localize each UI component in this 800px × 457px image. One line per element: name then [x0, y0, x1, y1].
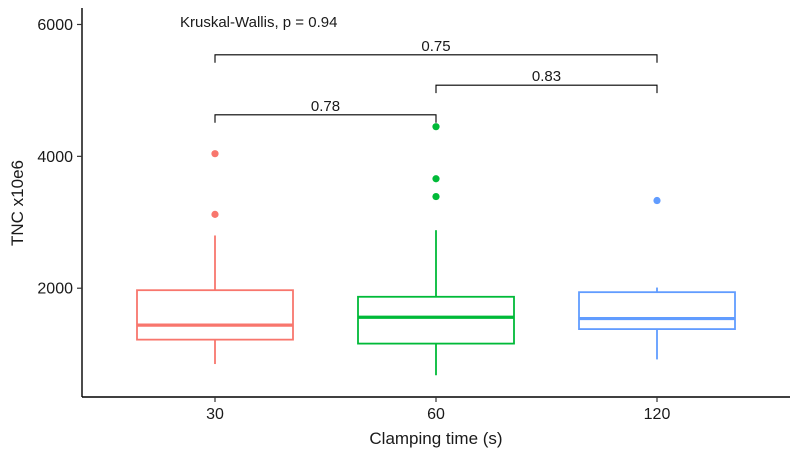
comparison-brackets: 0.78 0.83 0.75 [214, 38, 658, 123]
x-tick-label-30: 30 [206, 406, 224, 423]
box-groups [136, 123, 736, 376]
p-value-label-2: 0.83 [532, 68, 561, 85]
kruskal-wallis-annotation: Kruskal-Wallis, p = 0.94 [180, 14, 337, 31]
x-axis-title: Clamping time (s) [369, 429, 502, 448]
y-tick-label-6000: 6000 [37, 17, 73, 34]
p-value-label-1: 0.78 [311, 98, 340, 115]
comparison-bracket-30-120: 0.75 [214, 38, 658, 63]
x-axis-ticks: 30 60 120 [206, 397, 670, 423]
bracket-line-2 [435, 84, 658, 94]
box-group-60 [357, 123, 515, 376]
comparison-bracket-30-60: 0.78 [214, 98, 437, 123]
box-group-120 [578, 196, 736, 360]
x-tick-label-120: 120 [644, 406, 671, 423]
comparison-bracket-60-120: 0.83 [435, 68, 658, 94]
box-group-30 [136, 150, 294, 365]
outlier-point-30-2 [211, 150, 219, 158]
iqr-box-60 [357, 295, 515, 345]
iqr-box-30 [136, 289, 294, 341]
y-axis-title: TNC x10e6 [8, 160, 27, 246]
outlier-point-60-3 [432, 123, 440, 131]
y-axis-ticks: 2000 4000 6000 [37, 17, 82, 298]
x-tick-label-60: 60 [427, 406, 445, 423]
outlier-point-30-1 [211, 210, 219, 218]
outlier-point-120-1 [653, 196, 661, 205]
bracket-line-3 [214, 54, 658, 63]
y-tick-label-2000: 2000 [37, 281, 73, 298]
iqr-box-120 [578, 291, 736, 330]
y-tick-label-4000: 4000 [37, 149, 73, 166]
p-value-label-3: 0.75 [421, 38, 450, 55]
bracket-line-1 [214, 114, 437, 123]
outlier-point-60-2 [432, 175, 440, 183]
outlier-point-60-1 [432, 192, 440, 201]
